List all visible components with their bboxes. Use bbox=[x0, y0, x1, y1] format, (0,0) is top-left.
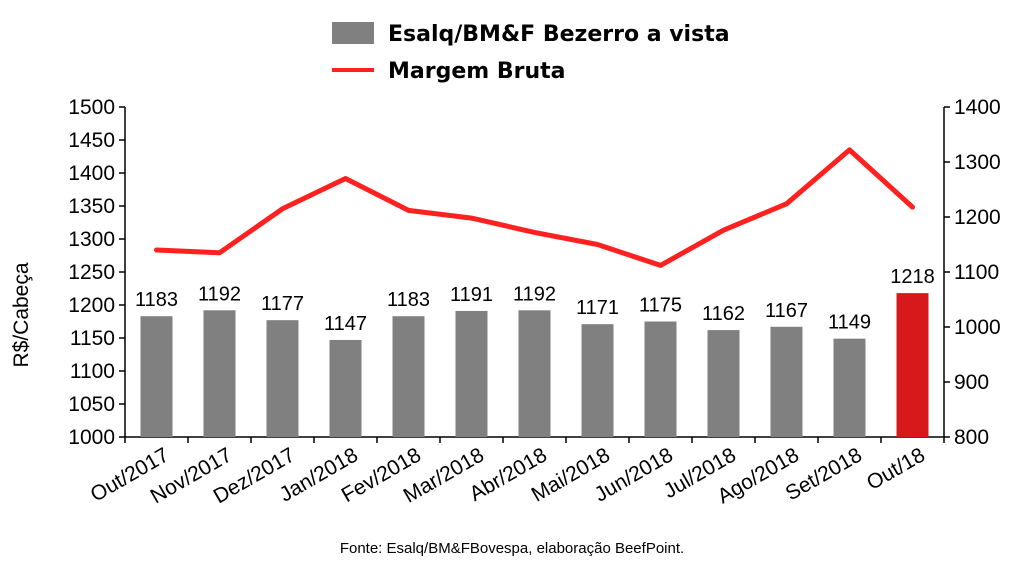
bar-data-label: 1183 bbox=[135, 289, 178, 311]
y2-tick-label: 1100 bbox=[954, 261, 999, 284]
bar bbox=[770, 326, 803, 437]
y-tick-label: 1300 bbox=[68, 228, 115, 251]
bar bbox=[518, 310, 551, 437]
bar-data-label: 1162 bbox=[702, 303, 745, 325]
plot-area: 1000 1050 1100 1150 1200 1250 1300 1350 1400 1450… bbox=[68, 96, 1000, 508]
y-tick-label: 1400 bbox=[68, 162, 115, 185]
bar bbox=[581, 324, 614, 437]
series-line-margem-bruta bbox=[154, 147, 915, 268]
bar-data-label: 1147 bbox=[324, 313, 367, 335]
x-tick-label: Out/18 bbox=[863, 443, 929, 494]
y2-tick-label: 1300 bbox=[954, 151, 1001, 174]
bar bbox=[833, 338, 866, 437]
bar-data-label: 1192 bbox=[198, 283, 241, 305]
bar bbox=[203, 310, 236, 437]
bar bbox=[140, 316, 173, 437]
y-tick-label: 1350 bbox=[68, 195, 115, 218]
bar bbox=[455, 310, 488, 437]
y2-tick-label: 1200 bbox=[954, 206, 1001, 229]
bar-data-label: 1149 bbox=[828, 312, 871, 334]
y-tick-label: 1500 bbox=[68, 96, 115, 119]
y2-tick-label: 800 bbox=[954, 426, 989, 449]
y-axis-label: R$/Cabeça bbox=[10, 262, 33, 367]
legend-bar-swatch bbox=[332, 22, 374, 44]
y-tick-label: 1150 bbox=[70, 327, 115, 350]
bar bbox=[266, 320, 299, 437]
bar bbox=[392, 316, 425, 437]
y2-tick-label: 900 bbox=[954, 371, 989, 394]
bar-data-label: 1192 bbox=[513, 283, 556, 305]
legend-bar-label: Esalq/BM&F Bezerro a vista bbox=[388, 22, 730, 47]
bar bbox=[707, 330, 740, 437]
y-tick-label: 1200 bbox=[68, 294, 115, 317]
y-tick-label: 1250 bbox=[68, 261, 115, 284]
bar-data-label: 1183 bbox=[387, 289, 430, 311]
bar-data-label: 1167 bbox=[765, 300, 808, 322]
legend-line-label: Margem Bruta bbox=[388, 59, 565, 84]
bar-data-label: 1191 bbox=[450, 284, 493, 306]
y-tick-label: 1100 bbox=[70, 360, 115, 383]
y-tick-label: 1050 bbox=[68, 393, 115, 416]
bar bbox=[329, 339, 362, 437]
source-note: Fonte: Esalq/BM&FBovespa, elaboração Bee… bbox=[340, 540, 684, 557]
y2-tick-label: 1000 bbox=[954, 316, 1001, 339]
y-tick-label: 1450 bbox=[68, 129, 115, 152]
y-tick-label: 1000 bbox=[68, 426, 115, 449]
bar-data-label: 1218 bbox=[890, 266, 935, 288]
bar bbox=[896, 293, 929, 437]
bar-data-label: 1175 bbox=[639, 295, 682, 317]
y2-tick-label: 1400 bbox=[954, 96, 1001, 119]
bar-data-label: 1171 bbox=[576, 297, 619, 319]
bar bbox=[644, 321, 677, 437]
legend: Esalq/BM&F Bezerro a vista Margem Bruta bbox=[332, 22, 730, 84]
bar-data-label: 1177 bbox=[261, 293, 304, 315]
